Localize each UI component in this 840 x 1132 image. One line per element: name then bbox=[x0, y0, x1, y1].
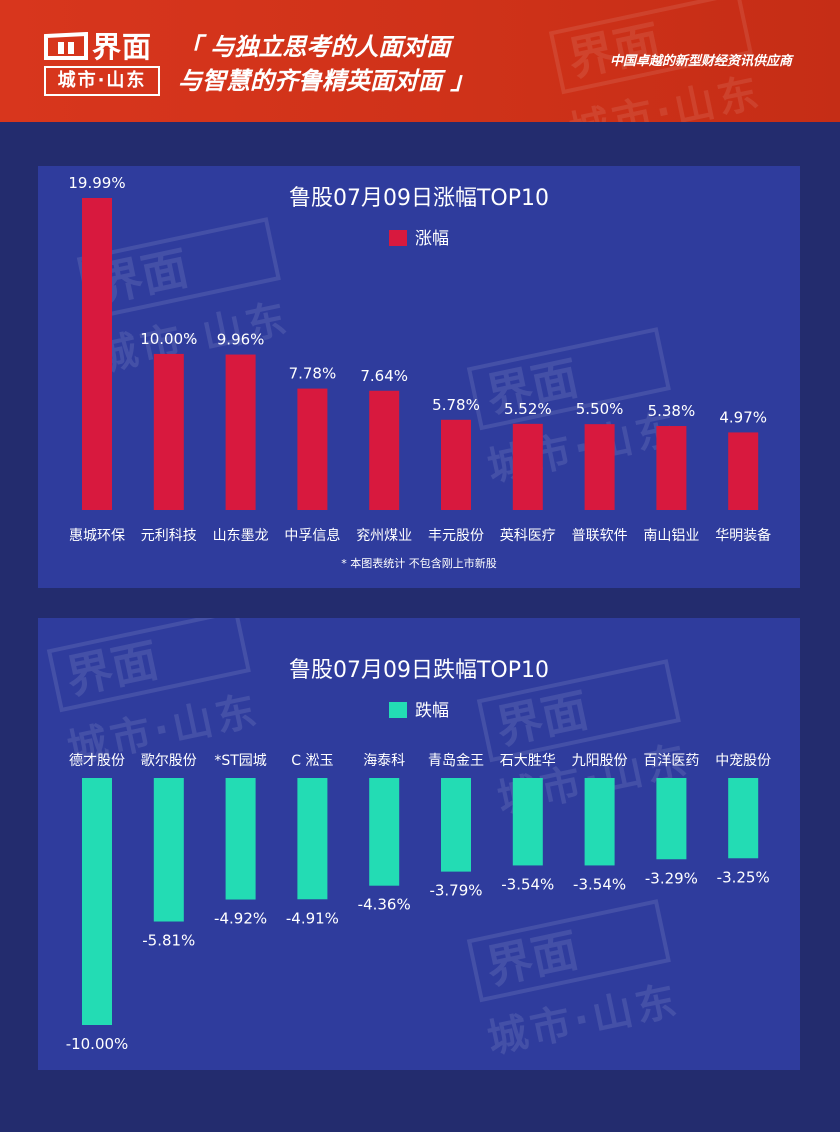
fall-value-label: -3.54% bbox=[501, 875, 554, 893]
rise-value-label: 19.99% bbox=[68, 174, 125, 192]
fall-bar-chart: -10.00% 德才股份 -5.81% 歌尔股份 -4.92% *ST园城 -4.91% C … bbox=[66, 753, 772, 1053]
fall-category-label: C 淞玉 bbox=[291, 753, 333, 769]
fall-category-label: 九阳股份 bbox=[572, 753, 628, 769]
fall-bar bbox=[82, 778, 112, 1025]
rise-bar bbox=[584, 424, 615, 510]
rise-category-label: 中孚信息 bbox=[284, 527, 340, 544]
fall-chart-title: 鲁股07月09日跌幅TOP10 bbox=[288, 658, 549, 683]
rise-category-label: 华明装备 bbox=[715, 527, 771, 544]
fall-category-label: 德才股份 bbox=[69, 753, 125, 769]
fall-bar bbox=[297, 778, 328, 900]
rise-value-label: 4.97% bbox=[719, 408, 767, 426]
rise-bar bbox=[225, 354, 256, 510]
rise-bar bbox=[512, 423, 543, 510]
slogan-line-1: 「 与独立思考的人面对面 bbox=[178, 33, 451, 61]
fall-legend-swatch bbox=[389, 702, 407, 718]
fall-value-label: -3.79% bbox=[429, 882, 482, 900]
rise-category-label: 惠城环保 bbox=[69, 528, 125, 544]
fall-value-label: -4.36% bbox=[358, 896, 411, 914]
fall-category-label: 中宠股份 bbox=[715, 753, 771, 769]
rise-bar bbox=[728, 432, 759, 510]
rise-category-label: 兖州煤业 bbox=[356, 528, 412, 544]
rise-bar bbox=[297, 388, 328, 510]
fall-value-label: -3.29% bbox=[645, 869, 698, 887]
fall-bar bbox=[441, 778, 471, 872]
header-banner: 界面 城市·山东 界面 城市·山东 「 与独立思考的人面对面 与智慧的齐鲁精英面对… bbox=[0, 0, 840, 122]
fall-category-label: 青岛金王 bbox=[428, 753, 484, 769]
fall-legend-label: 跌幅 bbox=[415, 701, 449, 721]
rise-category-label: 南山铝业 bbox=[643, 528, 699, 544]
rise-bar bbox=[656, 426, 687, 510]
rise-bar-chart: 19.99% 惠城环保 10.00% 元利科技 9.96% 山东墨龙 7.78% 中孚信息 7.… bbox=[68, 174, 771, 544]
rise-bar bbox=[369, 390, 400, 510]
rise-chart-panel: 界面 城市·山东 界面 城市·山东 鲁股07月09日涨幅TOP10 涨幅 19.99… bbox=[38, 166, 800, 588]
logo-subtitle: 城市·山东 bbox=[44, 66, 160, 96]
rise-legend: 涨幅 bbox=[38, 224, 800, 249]
fall-value-label: -5.81% bbox=[142, 932, 195, 950]
rise-legend-swatch bbox=[389, 230, 407, 246]
slogan: 「 与独立思考的人面对面 与智慧的齐鲁精英面对面 」 bbox=[178, 30, 474, 98]
rise-value-label: 5.38% bbox=[648, 402, 696, 420]
rise-bar bbox=[441, 419, 471, 510]
fall-value-label: -4.92% bbox=[214, 910, 267, 928]
rise-bar bbox=[82, 198, 112, 510]
logo-text: 界面 bbox=[92, 30, 153, 64]
fall-bar bbox=[153, 778, 184, 922]
fall-bar bbox=[656, 778, 687, 860]
rise-category-label: 山东墨龙 bbox=[213, 528, 269, 544]
rise-value-label: 7.78% bbox=[289, 365, 337, 383]
rise-value-label: 5.78% bbox=[432, 396, 480, 414]
rise-category-label: 普联软件 bbox=[572, 528, 628, 544]
fall-value-label: -3.25% bbox=[717, 868, 770, 886]
logo-frame-icon bbox=[44, 32, 88, 60]
rise-value-label: 10.00% bbox=[140, 330, 197, 348]
fall-legend: 跌幅 bbox=[38, 696, 800, 721]
fall-category-label: *ST园城 bbox=[214, 753, 266, 769]
rise-value-label: 7.64% bbox=[360, 367, 408, 385]
rise-value-label: 5.52% bbox=[504, 400, 552, 418]
rise-category-label: 丰元股份 bbox=[428, 528, 484, 544]
brand-logo: 界面 城市·山东 bbox=[44, 30, 160, 96]
fall-category-label: 歌尔股份 bbox=[141, 753, 197, 769]
fall-bar bbox=[584, 778, 615, 866]
fall-category-label: 海泰科 bbox=[363, 753, 405, 769]
rise-bar bbox=[153, 353, 184, 510]
rise-category-label: 元利科技 bbox=[141, 528, 197, 544]
rise-value-label: 9.96% bbox=[217, 331, 265, 349]
rise-chart-title: 鲁股07月09日涨幅TOP10 bbox=[288, 186, 549, 211]
fall-bar bbox=[728, 778, 759, 859]
rise-category-label: 英科医疗 bbox=[500, 527, 556, 544]
slogan-line-2: 与智慧的齐鲁精英面对面 」 bbox=[178, 67, 475, 95]
fall-value-label: -4.91% bbox=[286, 909, 339, 927]
fall-bar bbox=[225, 778, 256, 900]
rise-value-label: 5.50% bbox=[576, 400, 624, 418]
fall-value-label: -10.00% bbox=[66, 1035, 129, 1053]
fall-bar bbox=[369, 778, 400, 886]
rise-legend-label: 涨幅 bbox=[415, 229, 449, 249]
tagline: 中国卓越的新型财经资讯供应商 bbox=[609, 54, 792, 69]
fall-category-label: 石大胜华 bbox=[500, 753, 556, 769]
fall-category-label: 百洋医药 bbox=[643, 753, 699, 769]
rise-footnote: * 本图表统计 不包含刚上市新股 bbox=[341, 557, 497, 570]
fall-bar bbox=[512, 778, 543, 866]
fall-value-label: -3.54% bbox=[573, 875, 626, 893]
